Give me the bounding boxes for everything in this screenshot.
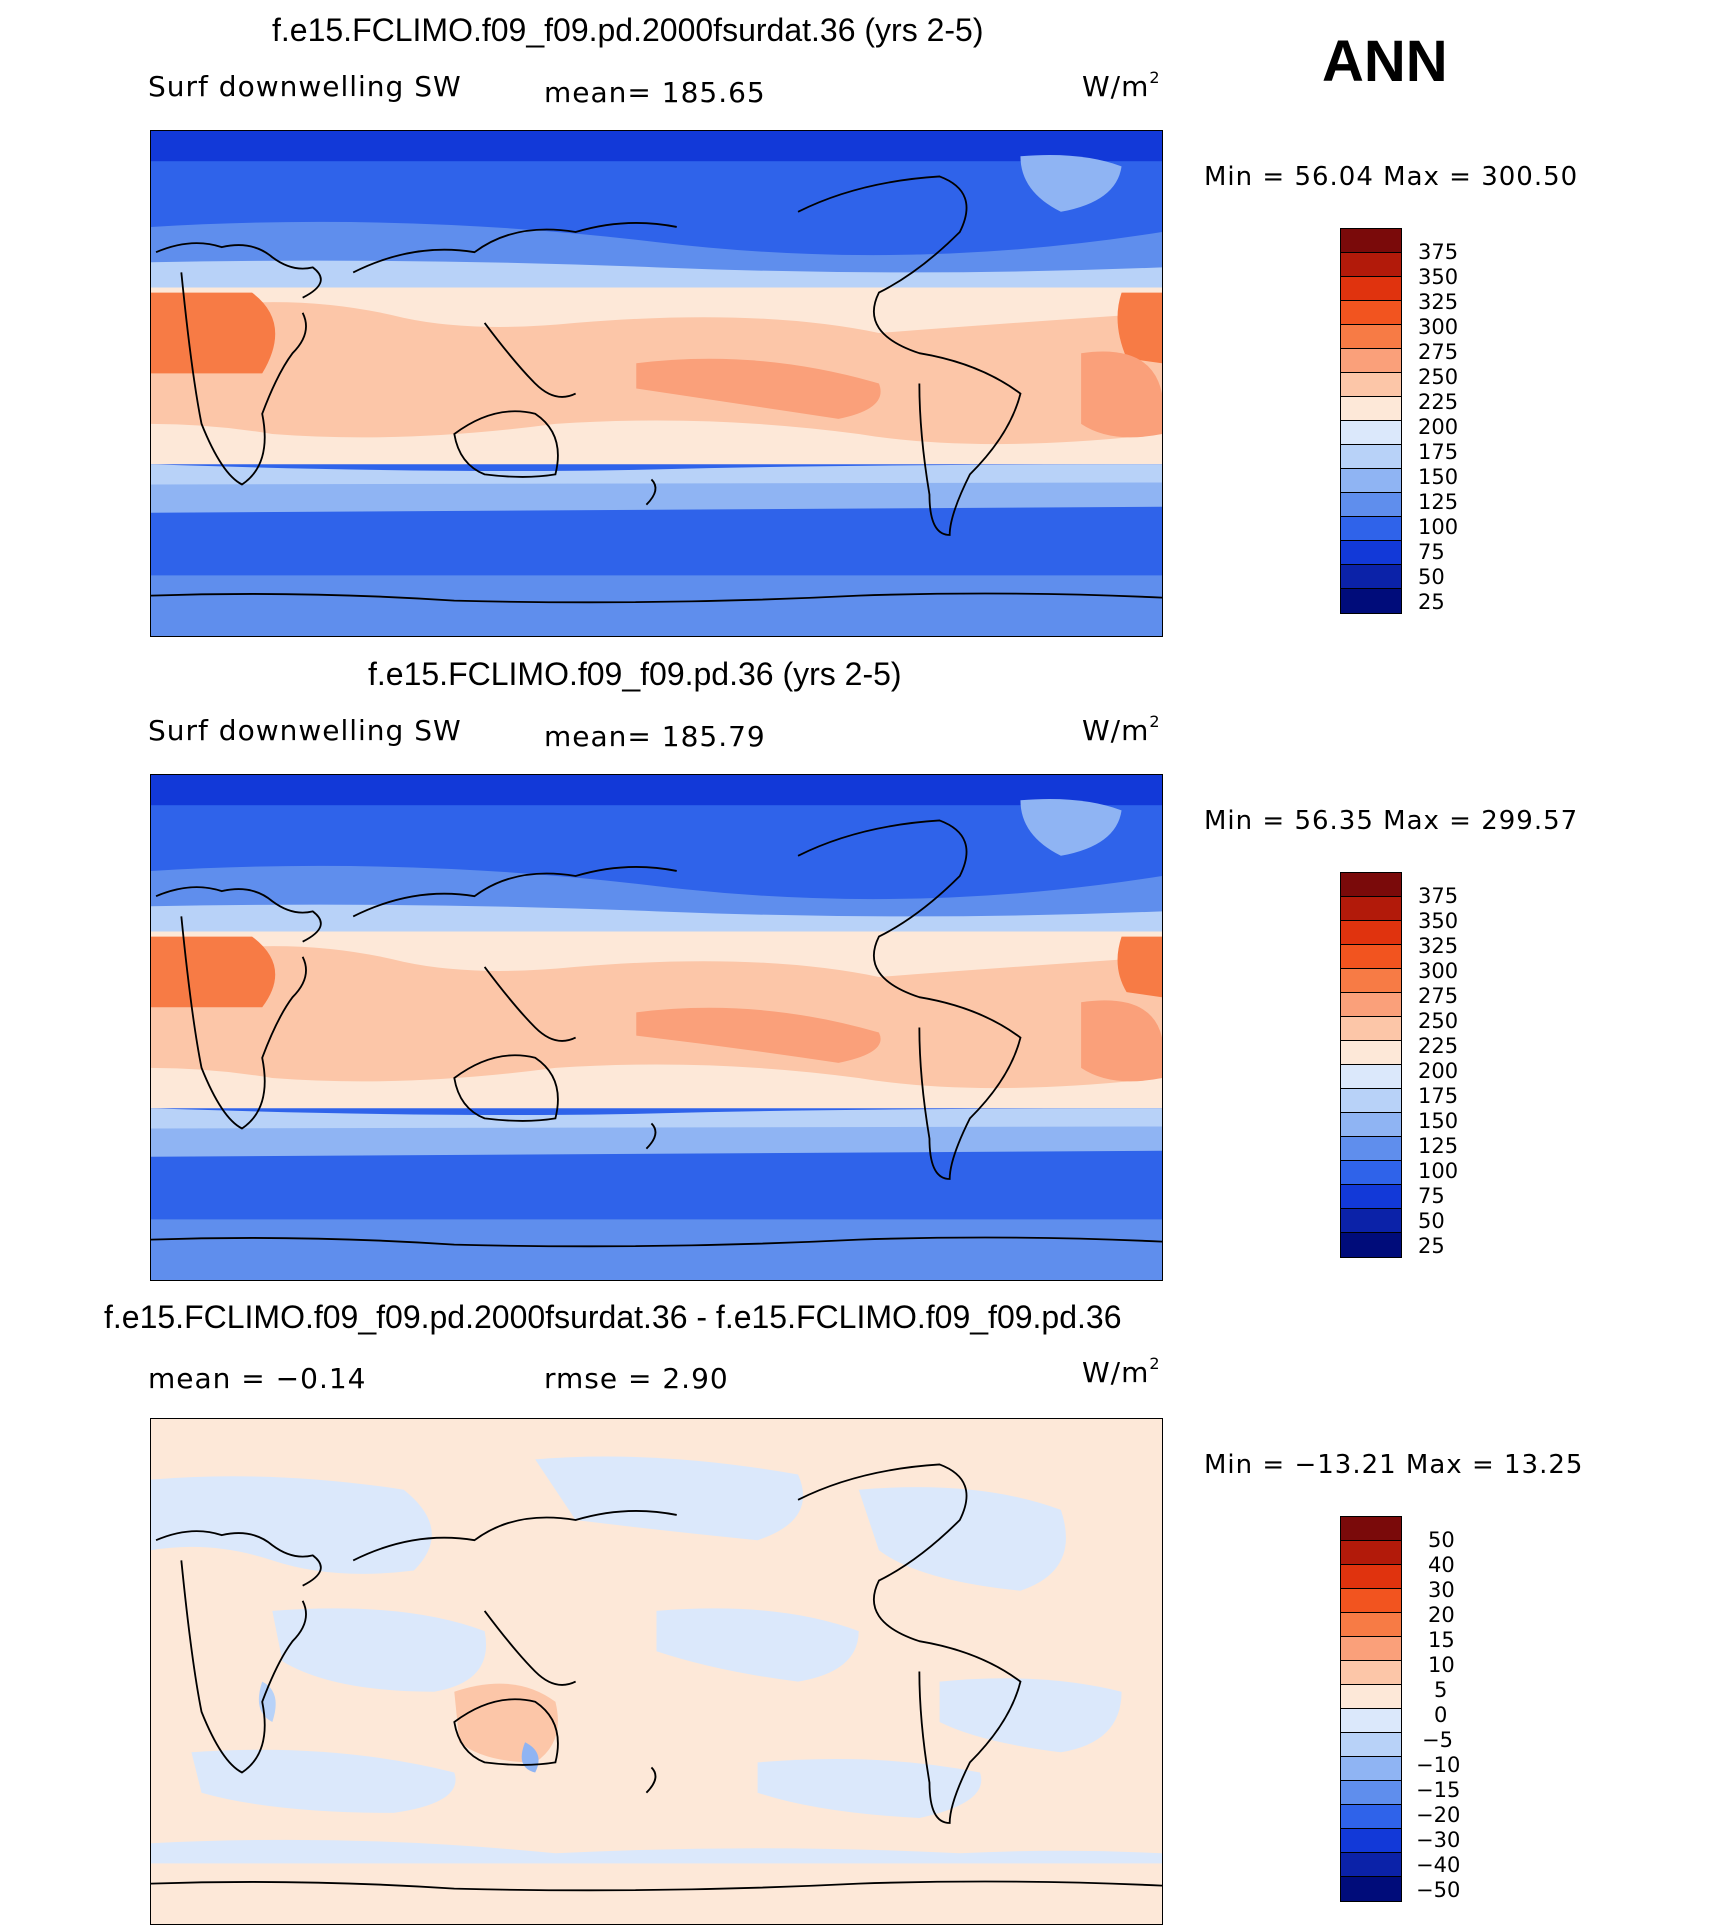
panel1-cbar-tick: 75 xyxy=(1418,540,1445,564)
panel1-cbar-tick: 275 xyxy=(1418,340,1459,364)
panel1-cbar-tick: 100 xyxy=(1418,515,1459,539)
panel2-cbar-tick: 75 xyxy=(1418,1184,1445,1208)
panel3-cbar-tick: 10 xyxy=(1428,1653,1455,1677)
panel1-map-svg xyxy=(151,131,1162,636)
panel3-cbar-tick: −15 xyxy=(1416,1778,1461,1802)
panel3-mean: mean = −0.14 xyxy=(148,1362,367,1395)
panel3-units: W/m2 xyxy=(1082,1354,1161,1389)
panel2-cbar-tick: 275 xyxy=(1418,984,1459,1008)
panel3-cbar-tick: −40 xyxy=(1416,1853,1461,1877)
panel2-cbar-tick: 125 xyxy=(1418,1134,1459,1158)
panel3-cbar-tick: 20 xyxy=(1428,1603,1455,1627)
panel1-mean: mean= 185.65 xyxy=(544,76,766,109)
panel2-colorbar xyxy=(1340,872,1402,1258)
panel1-cbar-tick: 375 xyxy=(1418,240,1459,264)
panel3-cbar-tick: −5 xyxy=(1422,1728,1453,1752)
panel1-variable: Surf downwelling SW xyxy=(148,70,462,103)
panel3-cbar-tick: 30 xyxy=(1428,1578,1455,1602)
panel3-cbar-tick: 5 xyxy=(1434,1678,1448,1702)
panel3-cbar-tick: 0 xyxy=(1434,1703,1448,1727)
panel1-cbar-tick: 350 xyxy=(1418,265,1459,289)
panel3-cbar-tick: −10 xyxy=(1416,1753,1461,1777)
panel2-cbar-tick: 175 xyxy=(1418,1084,1459,1108)
panel1-cbar-tick: 250 xyxy=(1418,365,1459,389)
panel2-cbar-tick: 25 xyxy=(1418,1234,1445,1258)
panel1-cbar-tick: 200 xyxy=(1418,415,1459,439)
panel1-colorbar xyxy=(1340,228,1402,614)
panel3-cbar-tick: −50 xyxy=(1416,1878,1461,1902)
panel2-cbar-tick: 325 xyxy=(1418,934,1459,958)
panel3-cbar-tick: −30 xyxy=(1416,1828,1461,1852)
panel2-range: Min = 56.35 Max = 299.57 xyxy=(1204,806,1579,836)
panel2-cbar-tick: 50 xyxy=(1418,1209,1445,1233)
panel2-cbar-tick: 375 xyxy=(1418,884,1459,908)
panel3-range: Min = −13.21 Max = 13.25 xyxy=(1204,1450,1584,1480)
panel1-title: f.e15.FCLIMO.f09_f09.pd.2000fsurdat.36 (… xyxy=(272,12,984,48)
panel2-map xyxy=(150,774,1163,1281)
panel1-units: W/m2 xyxy=(1082,68,1161,103)
panel2-cbar-tick: 350 xyxy=(1418,909,1459,933)
panel1-cbar-tick: 225 xyxy=(1418,390,1459,414)
panel2-cbar-tick: 200 xyxy=(1418,1059,1459,1083)
panel2-cbar-tick: 100 xyxy=(1418,1159,1459,1183)
panel3-colorbar xyxy=(1340,1516,1402,1902)
panel2-map-svg xyxy=(151,775,1162,1280)
panel3-map-svg xyxy=(151,1419,1162,1924)
panel1-cbar-tick: 325 xyxy=(1418,290,1459,314)
panel3-cbar-tick: 50 xyxy=(1428,1528,1455,1552)
panel1-cbar-tick: 175 xyxy=(1418,440,1459,464)
panel3-title: f.e15.FCLIMO.f09_f09.pd.2000fsurdat.36 -… xyxy=(104,1299,1122,1335)
panel2-cbar-tick: 150 xyxy=(1418,1109,1459,1133)
panel2-units: W/m2 xyxy=(1082,712,1161,747)
panel2-cbar-tick: 225 xyxy=(1418,1034,1459,1058)
panel1-range: Min = 56.04 Max = 300.50 xyxy=(1204,162,1579,192)
panel1-cbar-tick: 25 xyxy=(1418,590,1445,614)
panel1-cbar-tick: 300 xyxy=(1418,315,1459,339)
panel3-rmse: rmse = 2.90 xyxy=(544,1362,729,1395)
panel3-cbar-tick: 15 xyxy=(1428,1628,1455,1652)
season-label: ANN xyxy=(1322,29,1448,94)
panel1-cbar-tick: 150 xyxy=(1418,465,1459,489)
panel2-variable: Surf downwelling SW xyxy=(148,714,462,747)
panel3-cbar-tick: −20 xyxy=(1416,1803,1461,1827)
panel2-mean: mean= 185.79 xyxy=(544,720,766,753)
panel2-title: f.e15.FCLIMO.f09_f09.pd.36 (yrs 2-5) xyxy=(368,656,902,692)
panel1-map xyxy=(150,130,1163,637)
panel2-cbar-tick: 300 xyxy=(1418,959,1459,983)
panel3-cbar-tick: 40 xyxy=(1428,1553,1455,1577)
panel1-cbar-tick: 50 xyxy=(1418,565,1445,589)
panel2-cbar-tick: 250 xyxy=(1418,1009,1459,1033)
panel1-cbar-tick: 125 xyxy=(1418,490,1459,514)
panel3-map xyxy=(150,1418,1163,1925)
